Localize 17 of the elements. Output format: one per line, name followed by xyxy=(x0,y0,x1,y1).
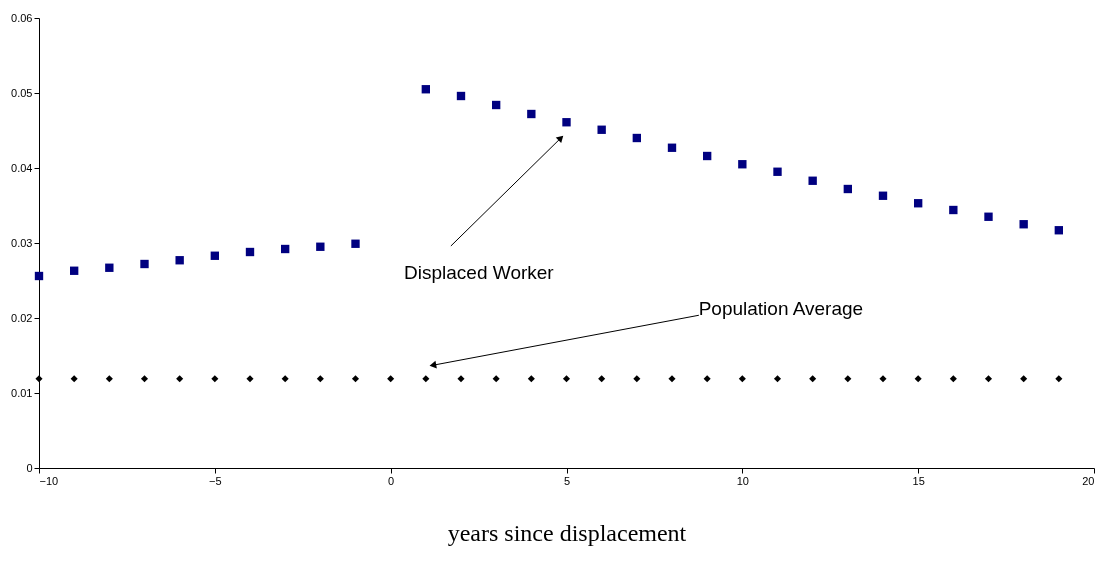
x-tick-label: 20 xyxy=(1082,474,1095,487)
y-tick-label: 0.03 xyxy=(11,236,33,249)
y-tick-label: 0.05 xyxy=(11,86,33,99)
y-tick-label: 0.01 xyxy=(11,386,33,399)
x-tick-label: 15 xyxy=(912,474,925,487)
y-tick-label: 0.04 xyxy=(11,161,33,174)
y-tick-label: 0 xyxy=(26,461,33,474)
annotation: Population Average xyxy=(698,298,864,320)
y-tick-label: 0.06 xyxy=(11,11,33,24)
y-tick-label: 0.02 xyxy=(11,311,33,324)
x-tick-label: 10 xyxy=(736,474,749,487)
x-tick-label: 0 xyxy=(388,474,395,487)
x-tick-label: 5 xyxy=(563,474,571,487)
annotation: Displaced Worker xyxy=(404,262,555,283)
x-tick-label: −10 xyxy=(39,474,59,487)
x-axis-title: years since displacement xyxy=(447,519,687,546)
x-tick-label: −5 xyxy=(209,474,222,487)
